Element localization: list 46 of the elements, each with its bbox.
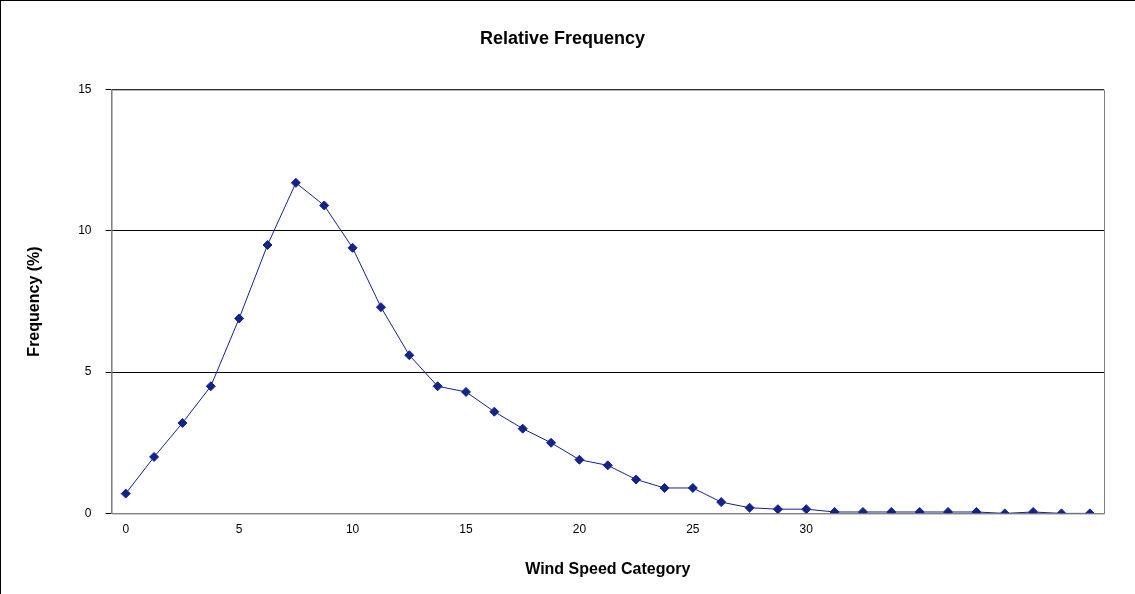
point <box>943 506 954 514</box>
point <box>687 482 698 493</box>
point <box>602 460 613 471</box>
point <box>149 451 160 462</box>
y-tick-label: 10 <box>78 223 92 238</box>
x-axis-title: Wind Speed Category <box>525 559 691 577</box>
point <box>319 200 330 211</box>
point <box>829 506 840 514</box>
point <box>347 242 358 253</box>
point <box>631 474 642 485</box>
point <box>772 504 783 514</box>
x-tick-label: 15 <box>459 521 473 536</box>
point <box>489 406 500 417</box>
point <box>659 482 670 493</box>
x-tick-label: 10 <box>345 521 360 536</box>
point <box>205 381 216 392</box>
point <box>290 177 301 188</box>
point <box>744 502 755 513</box>
x-tick-label: 0 <box>122 521 130 536</box>
point <box>262 239 273 250</box>
point <box>914 506 925 514</box>
point <box>886 506 897 514</box>
point <box>546 437 557 448</box>
point <box>461 386 471 397</box>
point <box>517 423 528 434</box>
x-tick-label: 30 <box>799 521 814 536</box>
point <box>801 504 812 514</box>
point <box>432 381 443 392</box>
point <box>375 302 386 313</box>
point <box>857 506 868 514</box>
point <box>1028 506 1039 514</box>
point <box>404 350 415 361</box>
point <box>716 497 727 508</box>
chart-title: Relative Frequency <box>479 27 646 48</box>
point <box>120 488 131 499</box>
y-tick-label: 0 <box>84 505 92 520</box>
point <box>177 417 188 428</box>
y-tick-label: 15 <box>78 81 92 96</box>
point <box>234 313 245 324</box>
point <box>971 506 982 514</box>
point <box>574 454 585 465</box>
y-tick-label: 5 <box>84 364 92 379</box>
y-axis-title: Frequency (%) <box>25 246 43 357</box>
x-tick-label: 5 <box>235 521 243 536</box>
x-tick-label: 25 <box>686 521 700 536</box>
x-tick-label: 20 <box>572 521 587 536</box>
